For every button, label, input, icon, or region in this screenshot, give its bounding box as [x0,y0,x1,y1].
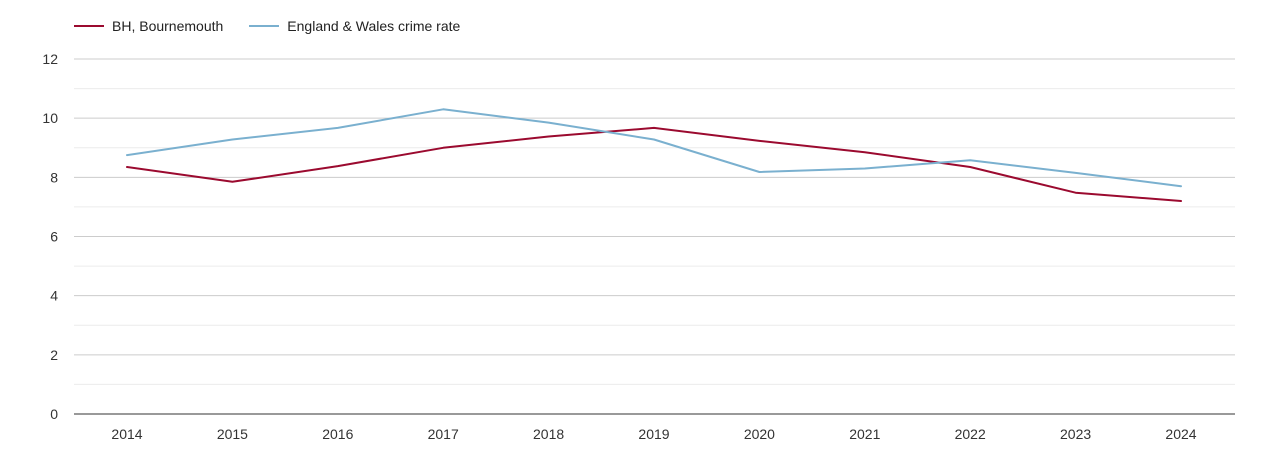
legend-label-bournemouth: BH, Bournemouth [112,18,224,34]
series-layer [126,108,1182,202]
grid-layer [74,58,1235,385]
x-tick-label: 2015 [217,426,248,442]
x-tick-label: 2022 [955,426,986,442]
legend: BH, Bournemouth England & Wales crime ra… [74,16,460,36]
x-tick-label: 2016 [322,426,353,442]
axis-layer: 0 2 4 6 8 10 12 2014 2015 2016 2017 2018 2019 2020 202… [42,51,1235,442]
y-tick-label: 10 [42,110,58,126]
legend-swatch-bournemouth [74,25,104,27]
x-tick-label: 2021 [849,426,880,442]
series-line-england-wales[interactable] [126,108,1182,188]
series-line-bournemouth[interactable] [126,126,1182,202]
x-tick-label: 2023 [1060,426,1091,442]
legend-swatch-england-wales [249,25,280,27]
x-tick-label: 2017 [428,426,459,442]
x-tick-label: 2020 [744,426,775,442]
y-tick-label: 2 [50,347,58,363]
y-tick-label: 8 [50,169,58,185]
legend-item-england-wales[interactable]: England & Wales crime rate [249,16,460,36]
x-tick-label: 2019 [638,426,669,442]
x-tick-label: 2024 [1165,426,1196,442]
y-tick-label: 4 [50,288,58,304]
y-tick-label: 6 [50,229,58,245]
legend-item-bournemouth[interactable]: BH, Bournemouth [74,16,223,36]
x-tick-label: 2014 [111,426,142,442]
legend-label-england-wales: England & Wales crime rate [287,18,461,34]
y-tick-label: 12 [42,51,58,67]
y-tick-label: 0 [50,406,58,422]
x-tick-label: 2018 [533,426,564,442]
